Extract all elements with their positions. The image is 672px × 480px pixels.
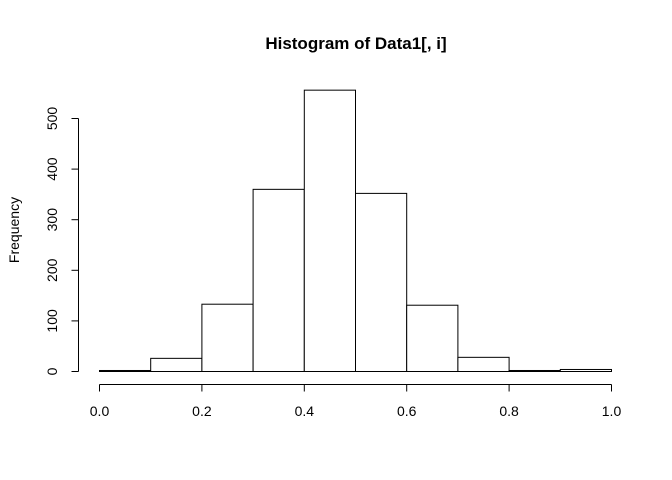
y-tick-label: 400 (44, 157, 60, 181)
histogram-bar (99, 369, 152, 373)
histogram-bar (559, 368, 612, 373)
y-tick-label: 500 (44, 107, 60, 131)
y-axis: 0 100 200 300 400 500 (44, 107, 79, 375)
x-tick-label: 0.8 (499, 403, 519, 419)
x-tick-label: 0.4 (295, 403, 315, 419)
bars-group (99, 89, 612, 373)
histogram-bar (508, 369, 561, 373)
histogram-bar (252, 188, 305, 372)
y-tick-label: 200 (44, 258, 60, 282)
x-tick-label: 0.0 (90, 403, 110, 419)
histogram-bar (406, 304, 459, 372)
histogram-bar (303, 89, 356, 372)
x-axis: 0.0 0.2 0.4 0.6 0.8 1.0 (90, 384, 622, 419)
x-tick-label: 0.6 (397, 403, 417, 419)
histogram-bar (201, 303, 254, 372)
x-tick-label: 1.0 (602, 403, 622, 419)
histogram-bar (150, 357, 203, 372)
y-tick-label: 100 (44, 309, 60, 333)
x-tick-label: 0.2 (192, 403, 212, 419)
histogram-bar (355, 192, 408, 372)
y-tick-label: 0 (44, 367, 60, 375)
y-axis-title: Frequency (6, 197, 22, 263)
histogram-bar (457, 356, 510, 373)
chart-title: Histogram of Data1[, i] (265, 34, 446, 53)
y-tick-label: 300 (44, 208, 60, 232)
